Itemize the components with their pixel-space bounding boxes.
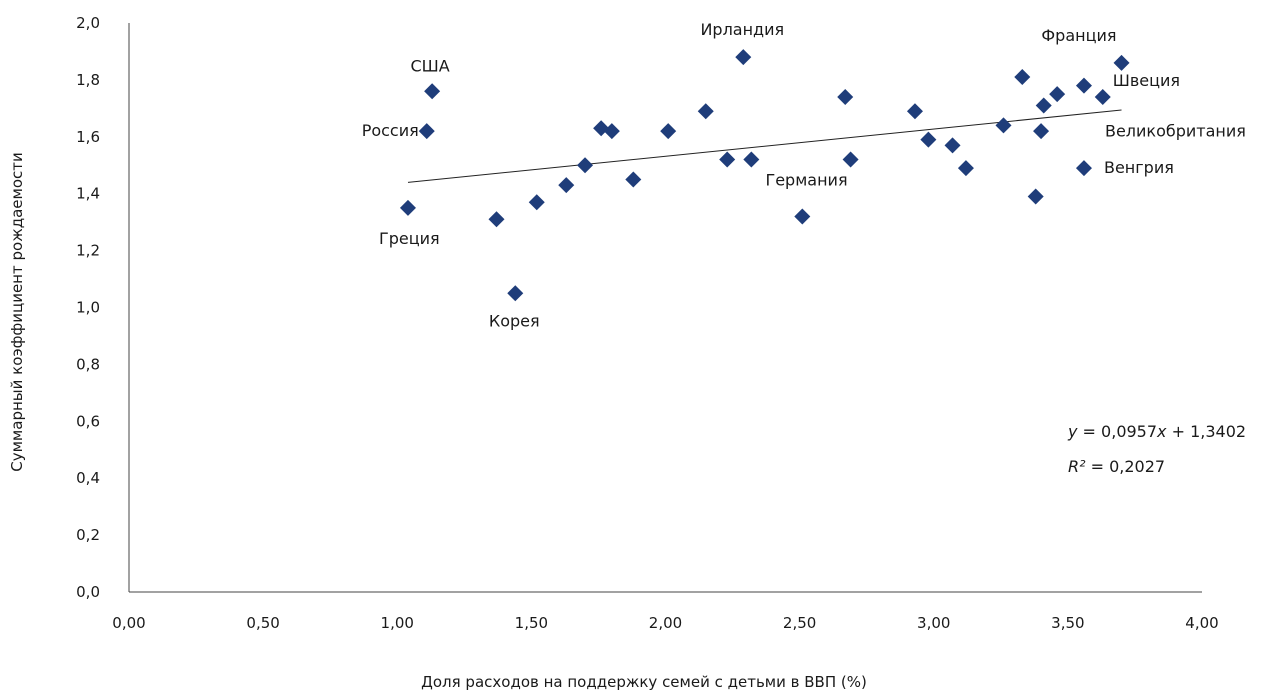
y-tick-label: 2,0 (76, 14, 100, 32)
data-point (1113, 54, 1130, 71)
y-tick-labels: 0,0 0,2 0,4 0,6 0,8 1,0 1,2 1,4 1,6 1,8 2,0 (76, 14, 100, 601)
y-axis-title: Суммарный коэффициент рождаемости (8, 152, 26, 471)
y-tick-label: 0,6 (76, 412, 100, 430)
data-point (418, 123, 435, 140)
data-points (399, 49, 1130, 302)
point-label: Франция (1041, 26, 1116, 45)
data-point (660, 123, 677, 140)
data-point (743, 151, 760, 168)
x-tick-label: 4,00 (1185, 614, 1218, 632)
point-label: Россия (362, 121, 419, 140)
r-squared: R² = 0,2027 (1068, 457, 1165, 476)
x-tick-label: 3,00 (917, 614, 950, 632)
data-point (424, 83, 441, 100)
point-label: Великобритания (1105, 122, 1246, 141)
data-point (399, 199, 416, 216)
data-point (1094, 88, 1111, 105)
data-point (1027, 188, 1044, 205)
data-point (1075, 77, 1092, 94)
data-point (837, 88, 854, 105)
regression-equation: y = 0,0957x + 1,3402 (1067, 422, 1246, 441)
data-point (944, 137, 961, 154)
data-point (1049, 86, 1066, 103)
data-point (697, 103, 714, 120)
point-label: Швеция (1113, 71, 1180, 90)
y-tick-label: 1,2 (76, 242, 100, 260)
data-point (625, 171, 642, 188)
data-point (906, 103, 923, 120)
x-tick-label: 0,50 (246, 614, 279, 632)
data-point (735, 49, 752, 66)
point-label: Корея (489, 311, 540, 330)
y-tick-label: 0,0 (76, 583, 100, 601)
data-point (842, 151, 859, 168)
x-tick-label: 0,00 (112, 614, 145, 632)
y-tick-label: 0,8 (76, 355, 100, 373)
data-point (1035, 97, 1052, 114)
data-point (719, 151, 736, 168)
data-point (1014, 69, 1031, 86)
point-label: Германия (765, 171, 847, 190)
x-tick-label: 2,00 (649, 614, 682, 632)
x-tick-label: 1,50 (515, 614, 548, 632)
data-point (488, 211, 505, 228)
y-tick-label: 1,4 (76, 185, 100, 203)
data-point (603, 123, 620, 140)
data-point (1075, 160, 1092, 177)
point-label: Греция (379, 229, 440, 248)
point-labels: Греция Россия США Корея Ирландия Германия Вели… (362, 20, 1246, 330)
data-point (507, 285, 524, 302)
data-point (920, 131, 937, 148)
y-tick-label: 1,8 (76, 71, 100, 89)
x-tick-label: 2,50 (783, 614, 816, 632)
y-tick-label: 1,6 (76, 128, 100, 146)
y-tick-label: 0,4 (76, 469, 100, 487)
data-point (1033, 123, 1050, 140)
data-point (957, 160, 974, 177)
point-label: США (411, 56, 450, 75)
data-point (577, 157, 594, 174)
x-tick-label: 3,50 (1051, 614, 1084, 632)
point-label: Венгрия (1104, 158, 1174, 177)
point-label: Ирландия (700, 20, 784, 39)
data-point (995, 117, 1012, 134)
x-axis-title: Доля расходов на поддержку семей с детьм… (421, 673, 867, 691)
data-point (794, 208, 811, 225)
x-tick-labels: 0,00 0,50 1,00 1,50 2,00 2,50 3,00 3,50 4,00 (112, 614, 1218, 632)
y-tick-label: 0,2 (76, 526, 100, 544)
x-tick-label: 1,00 (381, 614, 414, 632)
data-point (558, 177, 575, 194)
y-tick-label: 1,0 (76, 299, 100, 317)
data-point (528, 194, 545, 211)
